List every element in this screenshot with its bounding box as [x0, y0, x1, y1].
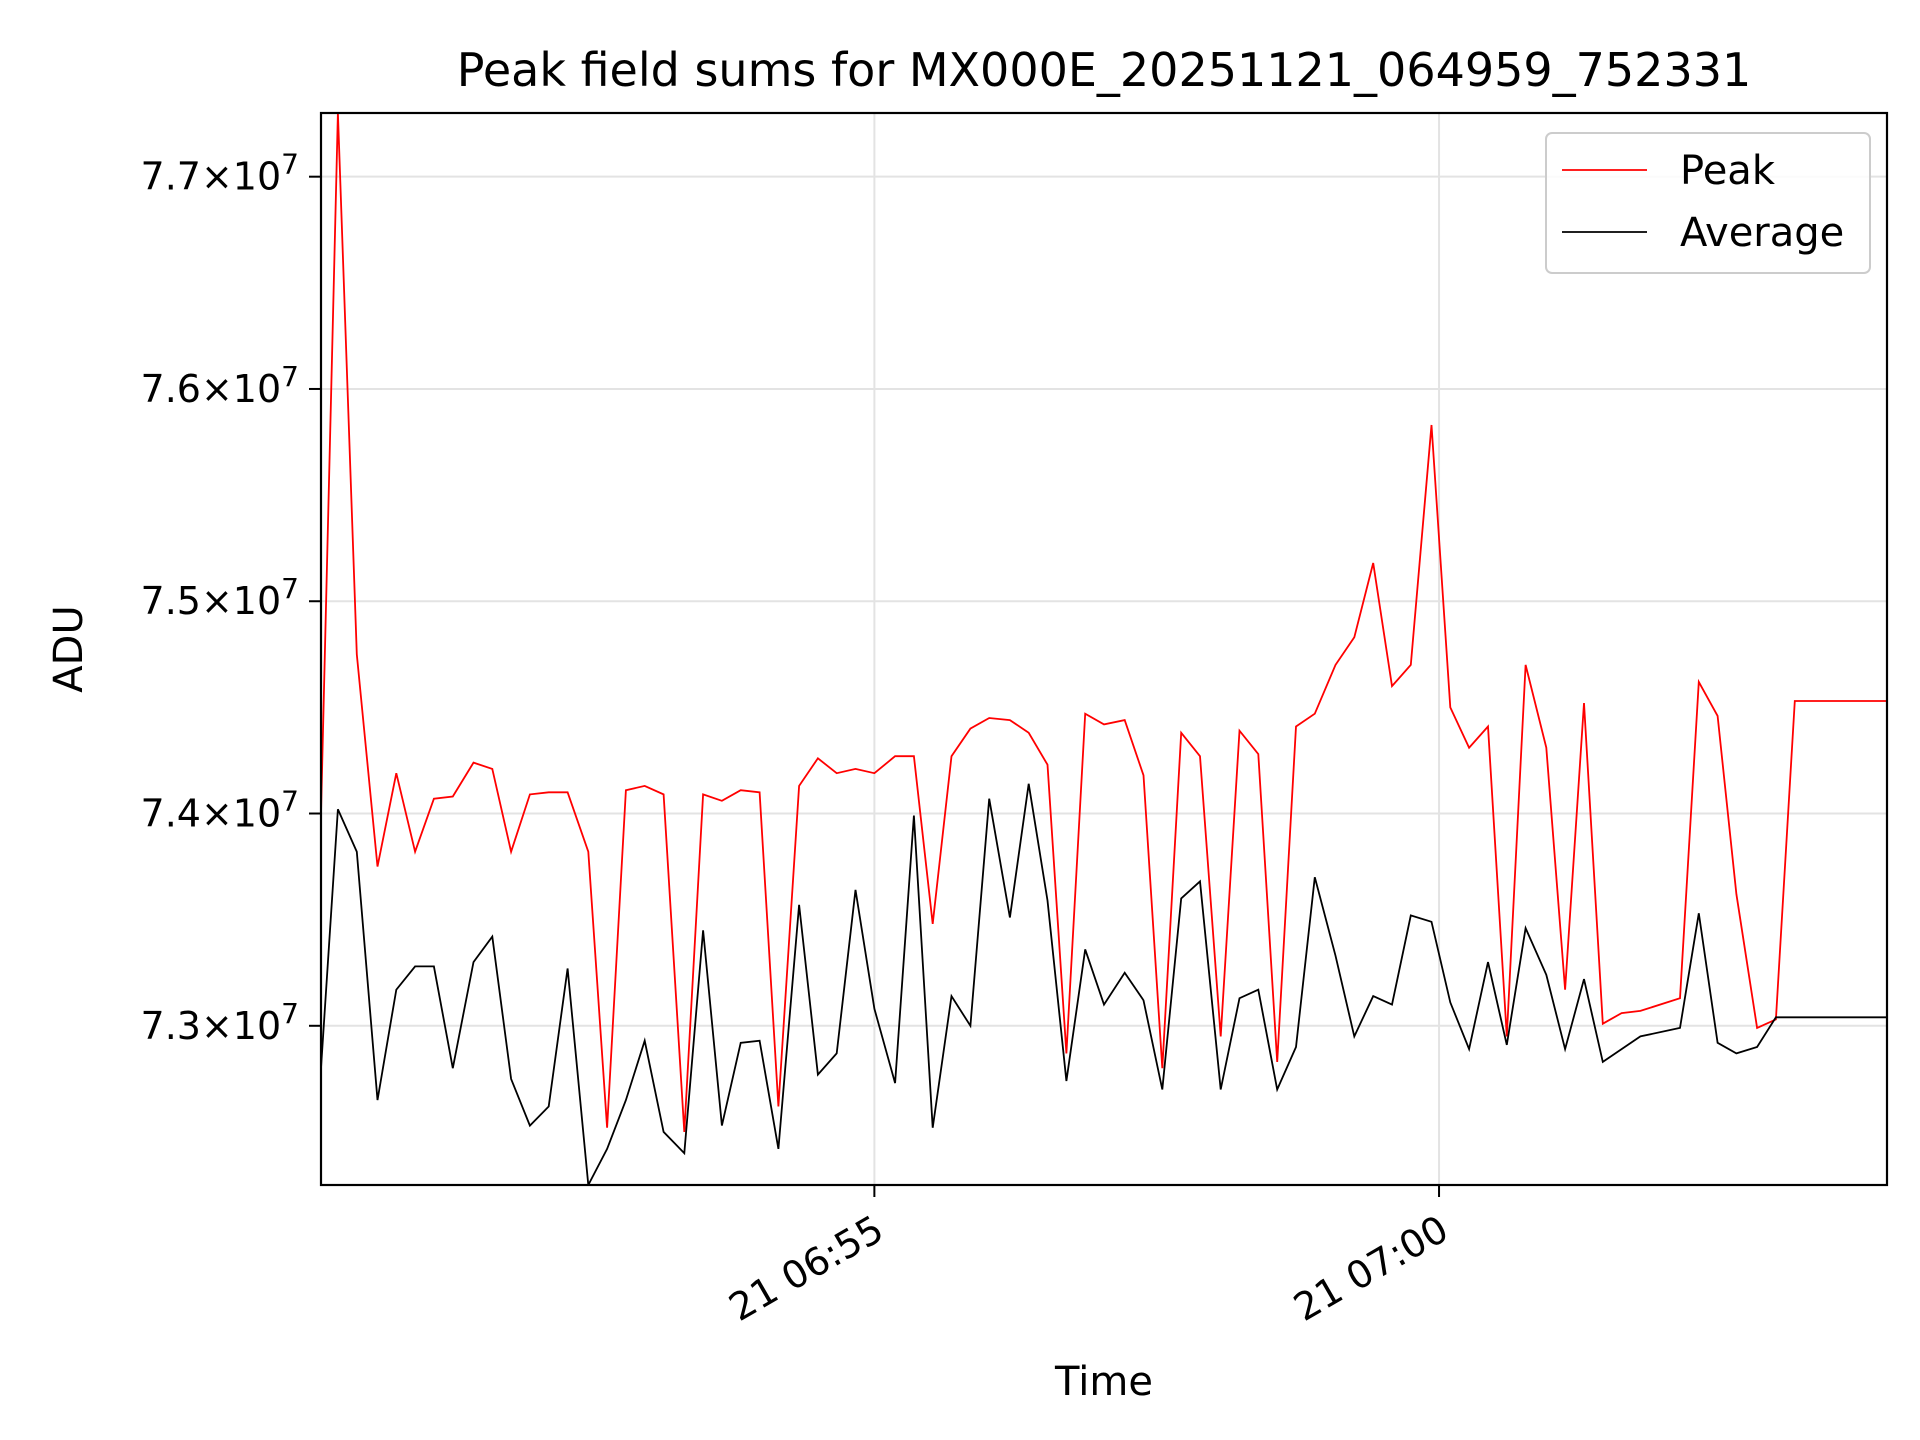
series-line-peak	[321, 113, 1887, 1132]
y-tick-times: ×10	[201, 792, 281, 836]
y-tick-exponent: 7	[281, 785, 299, 818]
legend-label-peak: Peak	[1680, 148, 1776, 194]
y-tick-exponent: 7	[281, 572, 299, 605]
y-tick-exponent: 7	[281, 997, 299, 1030]
y-tick-exponent: 7	[281, 148, 299, 181]
plot-frame	[319, 111, 1889, 1187]
y-tick-times: ×10	[201, 367, 281, 411]
y-tick-label: 7.6×107	[141, 360, 299, 411]
y-tick-mantissa: 7.4	[141, 792, 201, 836]
series-line-average	[321, 783, 1887, 1185]
y-tick-times: ×10	[201, 1004, 281, 1048]
legend: Peak Average	[1545, 132, 1871, 274]
y-tick-mantissa: 7.7	[141, 155, 201, 199]
chart-title: Peak field sums for MX000E_20251121_0649…	[457, 43, 1752, 97]
x-axis-label: Time	[1054, 1359, 1153, 1405]
y-tick-label: 7.7×107	[141, 148, 299, 199]
y-tick-mantissa: 7.5	[141, 579, 201, 623]
series-layer	[321, 113, 1887, 1185]
y-tick-times: ×10	[201, 155, 281, 199]
y-tick-label: 7.3×107	[141, 997, 299, 1048]
y-axis-label: ADU	[46, 605, 92, 692]
legend-box	[1545, 132, 1871, 274]
y-tick-mantissa: 7.6	[141, 367, 201, 411]
y-tick-mantissa: 7.3	[141, 1004, 201, 1048]
y-tick-times: ×10	[201, 579, 281, 623]
y-tick-label: 7.5×107	[141, 572, 299, 623]
series-group	[321, 113, 1887, 1185]
y-tick-exponent: 7	[281, 360, 299, 393]
y-tick-label: 7.4×107	[141, 785, 299, 836]
legend-label-average: Average	[1680, 210, 1844, 256]
